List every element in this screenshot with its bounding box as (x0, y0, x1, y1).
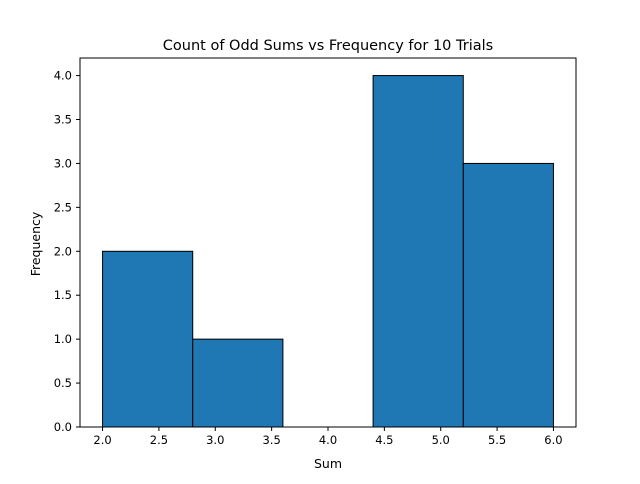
x-tick-label: 4.5 (375, 433, 393, 447)
x-tick-label: 3.5 (262, 433, 280, 447)
y-tick-label: 1.5 (54, 288, 72, 302)
bars-layer (102, 75, 554, 428)
x-tick-label: 5.0 (432, 433, 450, 447)
x-tick-label: 2.5 (150, 433, 168, 447)
histogram-bar-5 (462, 162, 554, 428)
y-tick-label: 0.0 (54, 420, 72, 434)
x-tick-label: 4.0 (319, 433, 337, 447)
y-tick-label: 0.5 (54, 376, 72, 390)
ticks-layer: 2.0 2.5 3.0 3.5 4.0 4.5 5.0 5.5 6.0 0.0 0.5 1.0 1.5 2… (54, 69, 563, 447)
histogram-bar-4 (372, 75, 464, 428)
y-tick-label: 3.0 (54, 156, 72, 170)
x-axis-label: Sum (314, 456, 342, 471)
y-tick-label: 3.5 (54, 113, 72, 127)
y-tick-label: 1.0 (54, 332, 72, 346)
histogram-bar-2 (192, 338, 284, 428)
y-tick-label: 4.0 (54, 69, 72, 83)
x-tick-label: 6.0 (544, 433, 562, 447)
x-tick-label: 5.5 (488, 433, 506, 447)
y-tick-label: 2.0 (54, 244, 72, 258)
x-tick-label: 2.0 (93, 433, 111, 447)
histogram-bar-1 (102, 250, 194, 428)
y-axis-label: Frequency (28, 211, 43, 276)
chart-title: Count of Odd Sums vs Frequency for 10 Tr… (163, 38, 493, 54)
y-tick-label: 2.5 (54, 200, 72, 214)
x-tick-label: 3.0 (206, 433, 224, 447)
